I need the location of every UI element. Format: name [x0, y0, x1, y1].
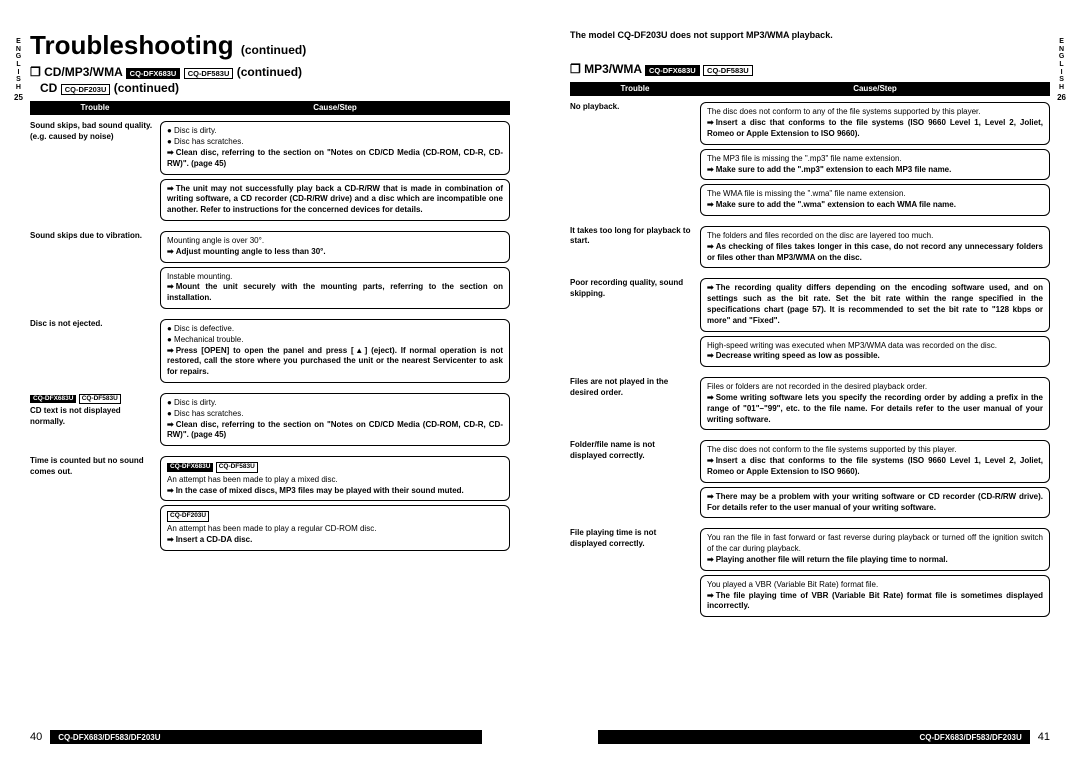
cause-box: The WMA file is missing the ".wma" file …: [700, 184, 1050, 216]
page-num-right: 41: [1038, 731, 1050, 743]
trouble-cell: Time is counted but no sound comes out.: [30, 456, 160, 555]
col-cause: Cause/Step: [700, 82, 1050, 96]
cause-box: High-speed writing was executed when MP3…: [700, 336, 1050, 368]
table-header: Trouble Cause/Step: [30, 101, 510, 115]
model-badge: CQ-DF203U: [61, 84, 111, 95]
page-num-left: 40: [30, 731, 42, 743]
cause-cell: ● Disc is defective.● Mechanical trouble…: [160, 319, 510, 387]
lang-tab-right: ENGLISH 26: [1057, 38, 1066, 103]
trouble-cell: Poor recording quality, sound skipping.: [570, 278, 700, 371]
right-section: ❐ MP3/WMA CQ-DFX683U CQ-DF583U: [570, 62, 1050, 76]
right-table-body: No playback.The disc does not conform to…: [570, 102, 1050, 621]
cause-box: ● Disc is defective.● Mechanical trouble…: [160, 319, 510, 383]
cause-box: The disc does not conform to any of the …: [700, 102, 1050, 144]
cause-box: The MP3 file is missing the ".mp3" file …: [700, 149, 1050, 181]
cause-cell: You ran the file in fast forward or fast…: [700, 528, 1050, 621]
cause-box: ● Disc is dirty.● Disc has scratches.Cle…: [160, 393, 510, 446]
title-cont: (continued): [241, 43, 306, 57]
cause-cell: CQ-DFX683U CQ-DF583U An attempt has been…: [160, 456, 510, 555]
footer-bar: CQ-DFX683/DF583/DF203U: [50, 730, 482, 744]
cause-box: ● Disc is dirty.● Disc has scratches.Cle…: [160, 121, 510, 174]
trouble-cell: No playback.: [570, 102, 700, 220]
model-badge: CQ-DFX683U: [645, 65, 700, 76]
cause-cell: Mounting angle is over 30°.Adjust mounti…: [160, 231, 510, 313]
table-row: Files are not played in the desired orde…: [570, 377, 1050, 434]
table-row: No playback.The disc does not conform to…: [570, 102, 1050, 220]
table-row: Sound skips due to vibration.Mounting an…: [30, 231, 510, 313]
cause-box: Instable mounting.Mount the unit securel…: [160, 267, 510, 309]
cause-box: CQ-DF203UAn attempt has been made to pla…: [160, 505, 510, 550]
cause-box: The folders and files recorded on the di…: [700, 226, 1050, 268]
left-section-1: ❐ CD/MP3/WMA CQ-DFX683U CQ-DF583U (conti…: [30, 65, 510, 79]
main-title: Troubleshooting (continued): [30, 30, 510, 61]
model-badge: CQ-DF583U: [703, 65, 753, 76]
cause-cell: ● Disc is dirty.● Disc has scratches.Cle…: [160, 121, 510, 225]
trouble-cell: It takes too long for playback to start.: [570, 226, 700, 272]
cause-box: Files or folders are not recorded in the…: [700, 377, 1050, 430]
model-badge: CQ-DFX683U: [126, 68, 181, 79]
cause-cell: Files or folders are not recorded in the…: [700, 377, 1050, 434]
model-badge: CQ-DF583U: [184, 68, 234, 79]
cause-cell: The recording quality differs depending …: [700, 278, 1050, 371]
cause-box: The disc does not conform to the file sy…: [700, 440, 1050, 482]
table-row: CQ-DFX683U CQ-DF583U CD text is not disp…: [30, 393, 510, 450]
trouble-cell: Folder/file name is not displayed correc…: [570, 440, 700, 522]
left-tab-page: 25: [14, 94, 23, 103]
footer-left: 40 CQ-DFX683/DF583/DF203U: [0, 730, 540, 744]
model-badge: CQ-DF583U: [79, 394, 121, 404]
right-tab-page: 26: [1057, 94, 1066, 103]
right-page: ENGLISH 26 The model CQ-DF203U does not …: [540, 0, 1080, 762]
left-table-body: Sound skips, bad sound quality. (e.g. ca…: [30, 121, 510, 554]
table-row: Folder/file name is not displayed correc…: [570, 440, 1050, 522]
table-row: Poor recording quality, sound skipping.T…: [570, 278, 1050, 371]
cause-box: You ran the file in fast forward or fast…: [700, 528, 1050, 570]
cause-cell: The disc does not conform to any of the …: [700, 102, 1050, 220]
trouble-cell: CQ-DFX683U CQ-DF583U CD text is not disp…: [30, 393, 160, 450]
col-cause: Cause/Step: [160, 101, 510, 115]
trouble-cell: Sound skips due to vibration.: [30, 231, 160, 313]
footer-bar: CQ-DFX683/DF583/DF203U: [598, 730, 1030, 744]
mp3-note: The model CQ-DF203U does not support MP3…: [570, 30, 1050, 40]
trouble-cell: Sound skips, bad sound quality. (e.g. ca…: [30, 121, 160, 225]
cause-box: The recording quality differs depending …: [700, 278, 1050, 331]
cause-cell: The folders and files recorded on the di…: [700, 226, 1050, 272]
table-row: File playing time is not displayed corre…: [570, 528, 1050, 621]
cause-box: There may be a problem with your writing…: [700, 487, 1050, 519]
cause-cell: The disc does not conform to the file sy…: [700, 440, 1050, 522]
model-badge: CQ-DFX683U: [30, 395, 76, 403]
table-row: Disc is not ejected.● Disc is defective.…: [30, 319, 510, 387]
page-spread: ENGLISH 25 Troubleshooting (continued) ❐…: [0, 0, 1080, 762]
col-trouble: Trouble: [30, 101, 160, 115]
table-header: Trouble Cause/Step: [570, 82, 1050, 96]
table-row: It takes too long for playback to start.…: [570, 226, 1050, 272]
footer-right: CQ-DFX683/DF583/DF203U 41: [540, 730, 1080, 744]
table-row: Time is counted but no sound comes out.C…: [30, 456, 510, 555]
left-page: ENGLISH 25 Troubleshooting (continued) ❐…: [0, 0, 540, 762]
cause-box: Mounting angle is over 30°.Adjust mounti…: [160, 231, 510, 263]
cause-box: The unit may not successfully play back …: [160, 179, 510, 221]
trouble-cell: Disc is not ejected.: [30, 319, 160, 387]
lang-tab-left: ENGLISH 25: [14, 38, 23, 103]
trouble-cell: File playing time is not displayed corre…: [570, 528, 700, 621]
cause-box: CQ-DFX683U CQ-DF583U An attempt has been…: [160, 456, 510, 501]
table-row: Sound skips, bad sound quality. (e.g. ca…: [30, 121, 510, 225]
col-trouble: Trouble: [570, 82, 700, 96]
title-text: Troubleshooting: [30, 30, 234, 60]
left-section-2: CD CQ-DF203U (continued): [30, 81, 510, 95]
trouble-cell: Files are not played in the desired orde…: [570, 377, 700, 434]
cause-cell: ● Disc is dirty.● Disc has scratches.Cle…: [160, 393, 510, 450]
cause-box: You played a VBR (Variable Bit Rate) for…: [700, 575, 1050, 617]
